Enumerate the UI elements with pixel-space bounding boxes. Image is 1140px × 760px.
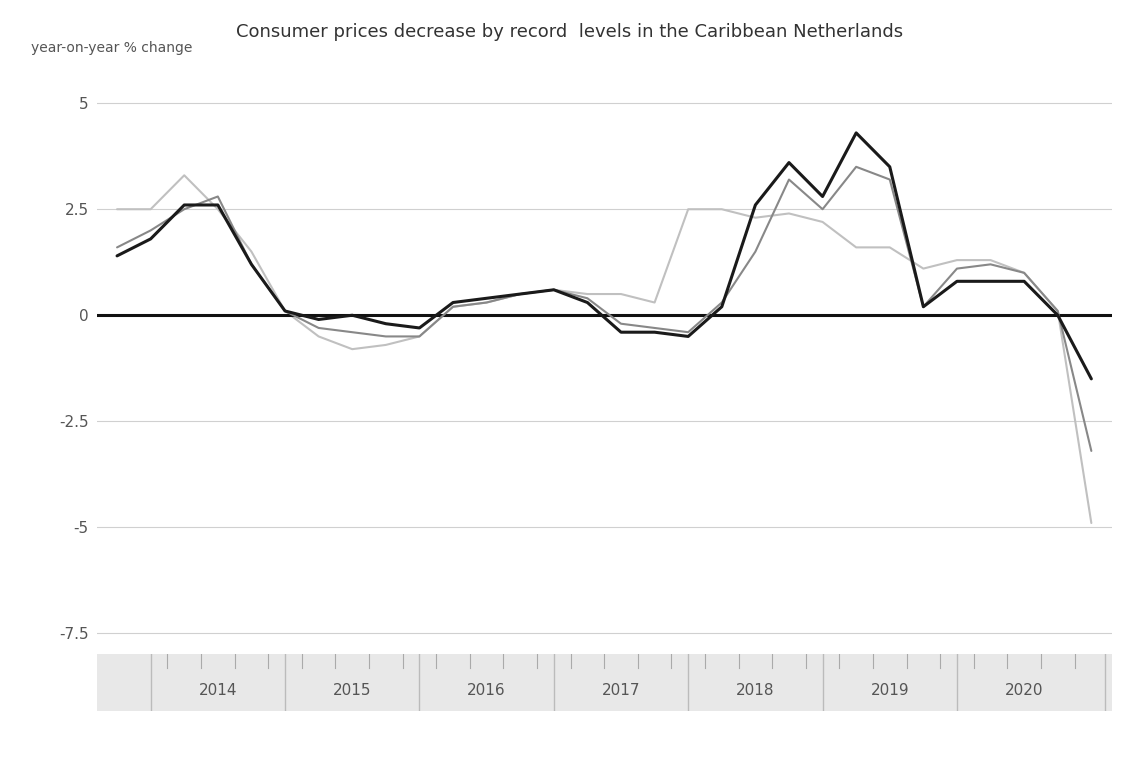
Text: year-on-year % change: year-on-year % change (31, 41, 193, 55)
Text: 2018: 2018 (736, 683, 775, 698)
Text: 2015: 2015 (333, 683, 372, 698)
Text: 2016: 2016 (467, 683, 506, 698)
Text: 2020: 2020 (1004, 683, 1043, 698)
Text: 2017: 2017 (602, 683, 641, 698)
Text: 2019: 2019 (871, 683, 909, 698)
Text: Consumer prices decrease by record  levels in the Caribbean Netherlands: Consumer prices decrease by record level… (236, 23, 904, 41)
Text: 2014: 2014 (198, 683, 237, 698)
